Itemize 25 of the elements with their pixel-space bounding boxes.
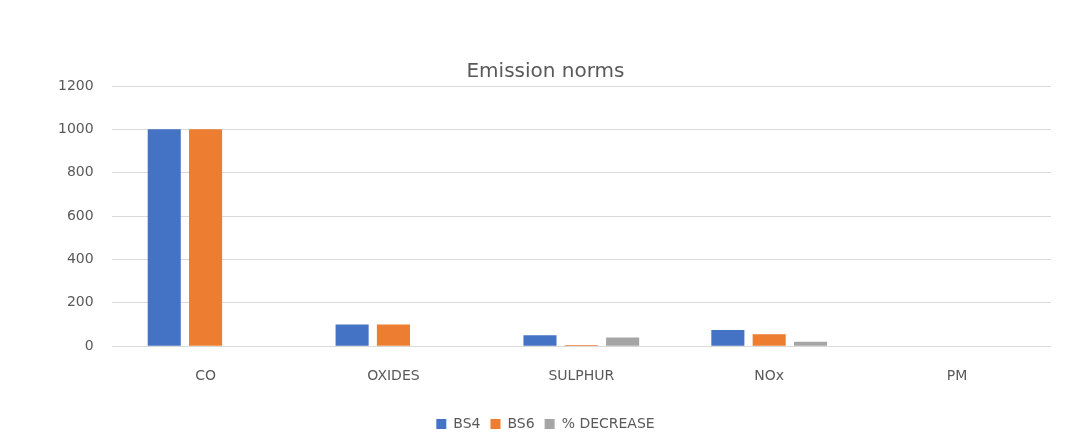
x-tick-label: SULPHUR — [548, 367, 615, 384]
x-tick-label: PM — [946, 367, 968, 384]
bar — [606, 337, 640, 346]
y-tick-label: 1200 — [57, 76, 94, 93]
chart-title: Emission norms — [466, 58, 625, 83]
bar — [523, 335, 557, 346]
x-tick-label: NOx — [754, 367, 785, 384]
x-tick-label: CO — [195, 367, 216, 384]
bar — [376, 324, 410, 346]
bar — [752, 334, 786, 346]
bar — [189, 129, 223, 346]
y-tick-label: 800 — [66, 163, 94, 180]
legend-label: BS6 — [507, 414, 535, 431]
legend-label: % DECREASE — [561, 414, 655, 431]
y-tick-label: 1000 — [57, 120, 94, 137]
x-tick-label: OXIDES — [367, 367, 420, 384]
legend-label: BS4 — [453, 414, 481, 431]
bar — [711, 329, 745, 346]
y-tick-label: 0 — [84, 336, 94, 353]
y-tick-label: 600 — [66, 206, 94, 223]
y-tick-label: 400 — [66, 250, 94, 267]
bar — [147, 129, 181, 346]
bar — [335, 324, 369, 346]
y-tick-label: 200 — [66, 293, 94, 310]
bar — [793, 341, 828, 346]
